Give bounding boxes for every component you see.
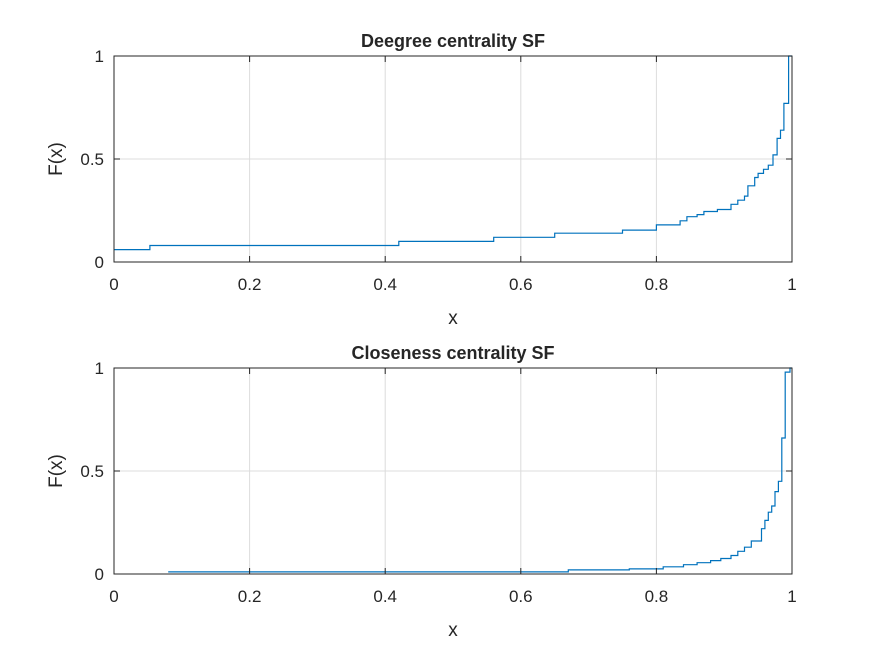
x-tick-label: 1 xyxy=(787,275,796,294)
y-tick-label: 0.5 xyxy=(80,150,104,169)
plot-title: Deegree centrality SF xyxy=(361,31,545,51)
grid xyxy=(113,55,793,263)
y-tick-label: 1 xyxy=(95,359,104,378)
x-tick-label: 0 xyxy=(109,587,118,606)
plot-title: Closeness centrality SF xyxy=(351,343,554,363)
tick-layer: 0 0.2 0.4 0.6 0.8 1 0 0.5 1 xyxy=(80,47,796,294)
degree-centrality-plot: 0 0.2 0.4 0.6 0.8 1 0 0.5 1 Deegree centrality S… xyxy=(46,31,797,329)
y-tick-label: 0 xyxy=(95,565,104,584)
cdf-step-line xyxy=(168,367,792,573)
x-tick-label: 0 xyxy=(109,275,118,294)
x-tick-label: 1 xyxy=(787,587,796,606)
y-tick-label: 0.5 xyxy=(80,462,104,481)
x-tick-label: 0.4 xyxy=(373,587,397,606)
x-axis-label: x xyxy=(448,308,458,329)
series-layer xyxy=(114,55,792,251)
x-tick-label: 0.2 xyxy=(238,275,262,294)
closeness-centrality-plot: 0 0.2 0.4 0.6 0.8 1 0 0.5 1 Closeness centrality… xyxy=(46,343,797,641)
x-tick-label: 0.2 xyxy=(238,587,262,606)
x-axis-label: x xyxy=(448,620,458,641)
series-layer xyxy=(168,367,792,573)
y-tick-label: 1 xyxy=(95,47,104,66)
x-tick-label: 0.8 xyxy=(645,587,669,606)
cdf-step-line xyxy=(114,55,792,251)
y-axis-label: F(x) xyxy=(46,142,67,176)
grid xyxy=(113,367,793,575)
y-axis-label: F(x) xyxy=(46,454,67,488)
x-tick-label: 0.8 xyxy=(645,275,669,294)
x-tick-label: 0.6 xyxy=(509,587,533,606)
x-tick-label: 0.6 xyxy=(509,275,533,294)
y-tick-label: 0 xyxy=(95,253,104,272)
x-tick-label: 0.4 xyxy=(373,275,397,294)
tick-layer: 0 0.2 0.4 0.6 0.8 1 0 0.5 1 xyxy=(80,359,796,606)
